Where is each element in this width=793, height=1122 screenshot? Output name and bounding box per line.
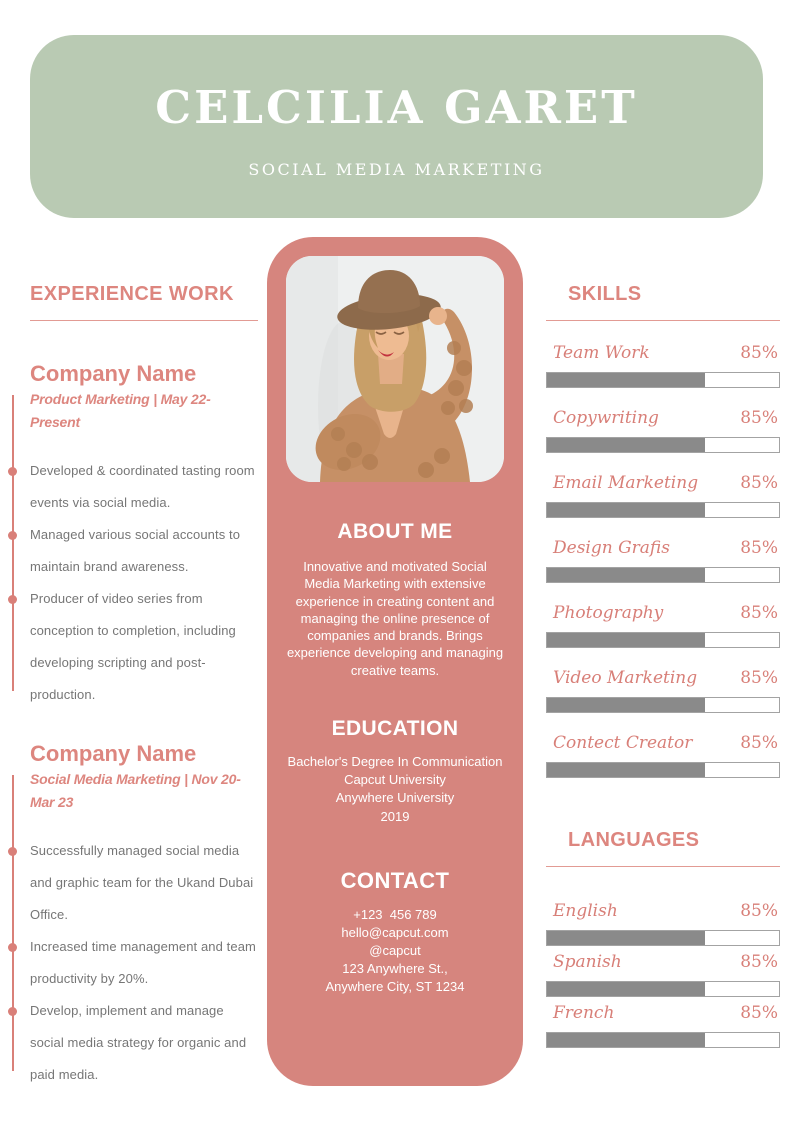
job-entry: Company Name Social Media Marketing | No… (8, 741, 258, 1091)
skill-bar (546, 567, 780, 583)
skill-percent: 85% (740, 408, 778, 428)
job-bullet: Increased time management and team produ… (8, 931, 258, 995)
skills-divider (546, 320, 780, 321)
experience-divider (30, 320, 258, 321)
language-bar (546, 1032, 780, 1048)
languages-heading: LANGUAGES (568, 829, 700, 851)
skill-bar-fill (547, 568, 705, 582)
skill-bar (546, 762, 780, 778)
job-bullet: Successfully managed social media and gr… (8, 835, 258, 931)
education-line: Capcut University (344, 772, 446, 788)
language-percent: 85% (740, 952, 778, 972)
skill-row: Video Marketing 85% (546, 668, 780, 713)
skill-bar (546, 632, 780, 648)
about-heading: ABOUT ME (337, 520, 453, 543)
skill-name: Email Marketing (553, 473, 699, 493)
job-company: Company Name (30, 741, 197, 767)
skill-row: Copywriting 85% (546, 408, 780, 453)
language-name: French (553, 1003, 615, 1023)
language-name: Spanish (553, 952, 622, 972)
job-bullet: Develop, implement and manage social med… (8, 995, 258, 1091)
job-bullet-list: Developed & coordinated tasting room eve… (8, 455, 258, 711)
skill-name: Photography (553, 603, 664, 623)
skills-heading: SKILLS (568, 283, 642, 305)
job-role-period: Social Media Marketing | Nov 20-Mar 23 (30, 771, 241, 810)
skill-row: Photography 85% (546, 603, 780, 648)
skill-bar (546, 372, 780, 388)
contact-phone: +123 456 789 (353, 906, 437, 922)
contact-handle: @capcut (369, 943, 421, 959)
skill-percent: 85% (740, 668, 778, 688)
languages-divider (546, 866, 780, 867)
skill-bar (546, 502, 780, 518)
skill-name: Video Marketing (553, 668, 698, 688)
language-name: English (553, 901, 618, 921)
job-entry: Company Name Product Marketing | May 22-… (8, 361, 258, 711)
contact-address-line1: 123 Anywhere St., (342, 961, 448, 977)
skill-percent: 85% (740, 343, 778, 363)
languages-section: LANGUAGES English 85% Spanish 85% French (546, 828, 780, 1048)
language-percent: 85% (740, 901, 778, 921)
header-banner: CELCILIA GARET SOCIAL MEDIA MARKETING (30, 35, 763, 218)
job-role-period: Product Marketing | May 22-Present (30, 391, 211, 430)
education-line: 2019 (380, 808, 410, 824)
contact-email: hello@capcut.com (341, 924, 449, 940)
skill-bar-fill (547, 438, 705, 452)
language-row: French 85% (546, 1003, 780, 1048)
skill-row: Design Grafis 85% (546, 538, 780, 583)
person-name: CELCILIA GARET (155, 80, 638, 134)
job-bullet: Developed & coordinated tasting room eve… (8, 455, 258, 519)
experience-section: EXPERIENCE WORK Company Name Product Mar… (8, 282, 258, 1091)
profile-photo (286, 256, 504, 482)
about-text: Innovative and motivated Social Media Ma… (286, 559, 504, 678)
skill-name: Contect Creator (553, 733, 693, 753)
skill-name: Copywriting (553, 408, 659, 428)
skill-name: Design Grafis (553, 538, 670, 558)
language-row: Spanish 85% (546, 952, 780, 997)
profile-panel: ABOUT ME Innovative and motivated Social… (267, 237, 523, 1086)
education-heading: EDUCATION (331, 716, 459, 740)
language-bar-fill (547, 982, 705, 996)
skill-bar-fill (547, 503, 705, 517)
job-bullet: Producer of video series from conception… (8, 583, 258, 711)
skill-percent: 85% (740, 538, 778, 558)
language-bar (546, 930, 780, 946)
language-row: English 85% (546, 901, 780, 946)
language-bar (546, 981, 780, 997)
skill-bar-fill (547, 763, 705, 777)
job-company: Company Name (30, 361, 197, 386)
skill-name: Team Work (553, 343, 650, 363)
job-bullet: Managed various social accounts to maint… (8, 519, 258, 583)
education-line: Anywhere University (335, 790, 455, 806)
skill-percent: 85% (740, 473, 778, 493)
language-bar-fill (547, 1033, 705, 1047)
skill-row: Email Marketing 85% (546, 473, 780, 518)
education-line: Bachelor's Degree In Communication (287, 753, 503, 769)
skills-section: SKILLS Team Work 85% Copywriting 85% Ema… (546, 282, 780, 1048)
contact-lines: +123 456 789 hello@capcut.com @capcut 12… (267, 906, 523, 997)
experience-heading: EXPERIENCE WORK (30, 283, 234, 305)
job-bullet-list: Successfully managed social media and gr… (8, 835, 258, 1091)
person-title: SOCIAL MEDIA MARKETING (248, 159, 545, 179)
skill-bar (546, 697, 780, 713)
education-lines: Bachelor's Degree In Communication Capcu… (267, 753, 523, 826)
skill-bar-fill (547, 698, 705, 712)
contact-address-line2: Anywhere City, ST 1234 (325, 979, 465, 995)
skill-percent: 85% (740, 733, 778, 753)
skill-row: Team Work 85% (546, 343, 780, 388)
skill-bar-fill (547, 633, 705, 647)
skill-percent: 85% (740, 603, 778, 623)
profile-photo-illustration (286, 256, 504, 482)
language-bar-fill (547, 931, 705, 945)
contact-heading: CONTACT (340, 867, 450, 893)
skill-row: Contect Creator 85% (546, 733, 780, 778)
skill-bar-fill (547, 373, 705, 387)
language-percent: 85% (740, 1003, 778, 1023)
skill-bar (546, 437, 780, 453)
